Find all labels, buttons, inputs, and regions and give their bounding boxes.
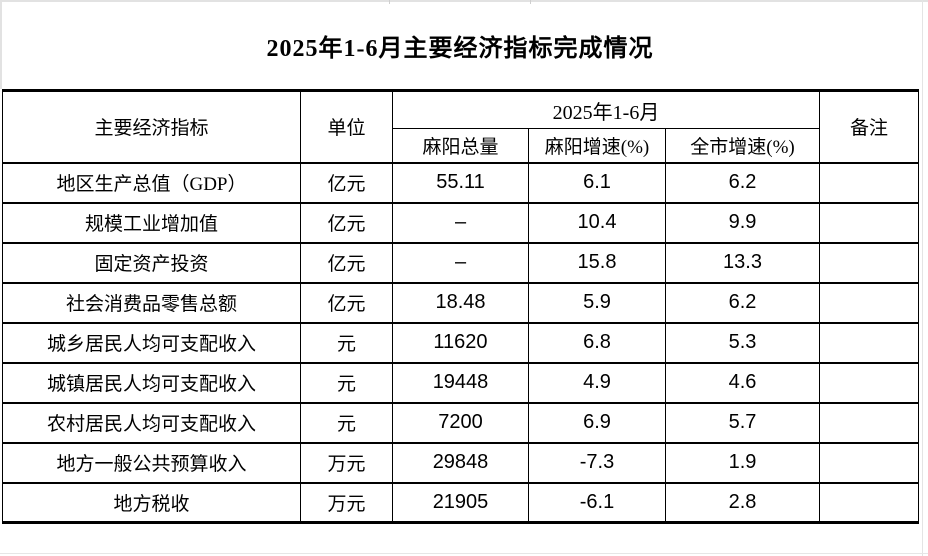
city-growth-cell[interactable]: 6.2 <box>665 161 820 204</box>
total-cell[interactable]: 29848 <box>392 441 529 484</box>
total-cell[interactable]: 19448 <box>392 361 529 404</box>
city-growth-cell[interactable]: 13.3 <box>665 241 820 284</box>
spreadsheet-gridline-stub <box>389 0 390 4</box>
header-remark[interactable]: 备注 <box>819 89 919 164</box>
unit-cell[interactable]: 亿元 <box>300 161 393 204</box>
local-growth-cell[interactable]: 6.1 <box>528 161 666 204</box>
header-city-growth[interactable]: 全市增速(%) <box>665 128 820 164</box>
city-growth-cell[interactable]: 1.9 <box>665 441 820 484</box>
remark-cell[interactable] <box>819 481 919 524</box>
indicator-cell[interactable]: 固定资产投资 <box>2 241 301 284</box>
city-growth-cell[interactable]: 5.3 <box>665 321 820 364</box>
local-growth-cell[interactable]: 5.9 <box>528 281 666 324</box>
local-growth-cell[interactable]: -7.3 <box>528 441 666 484</box>
table-row: 地方一般公共预算收入 万元 29848 -7.3 1.9 <box>2 441 919 484</box>
indicator-cell[interactable]: 地方一般公共预算收入 <box>2 441 301 484</box>
unit-cell[interactable]: 亿元 <box>300 281 393 324</box>
economic-indicators-table: 主要经济指标 单位 2025年1-6月 备注 麻阳总量 麻阳增速(%) 全市增速… <box>2 89 919 524</box>
local-growth-cell[interactable]: 10.4 <box>528 201 666 244</box>
city-growth-cell[interactable]: 6.2 <box>665 281 820 324</box>
total-cell[interactable]: 21905 <box>392 481 529 524</box>
remark-cell[interactable] <box>819 161 919 204</box>
header-mayang-total[interactable]: 麻阳总量 <box>392 128 529 164</box>
unit-cell[interactable]: 亿元 <box>300 241 393 284</box>
unit-cell[interactable]: 万元 <box>300 441 393 484</box>
table-row: 地方税收 万元 21905 -6.1 2.8 <box>2 481 919 524</box>
header-row-1: 主要经济指标 单位 2025年1-6月 备注 <box>2 89 919 164</box>
header-indicator[interactable]: 主要经济指标 <box>2 89 301 164</box>
local-growth-cell[interactable]: 4.9 <box>528 361 666 404</box>
remark-cell[interactable] <box>819 361 919 404</box>
indicator-cell[interactable]: 农村居民人均可支配收入 <box>2 401 301 444</box>
city-growth-cell[interactable]: 5.7 <box>665 401 820 444</box>
total-cell[interactable]: 7200 <box>392 401 529 444</box>
indicator-cell[interactable]: 地区生产总值（GDP） <box>2 161 301 204</box>
spreadsheet-gridline-left <box>0 2 2 89</box>
spreadsheet-gridline-right <box>922 0 923 556</box>
unit-cell[interactable]: 元 <box>300 321 393 364</box>
total-cell[interactable]: – <box>392 201 529 244</box>
remark-cell[interactable] <box>819 241 919 284</box>
table-title[interactable]: 2025年1-6月主要经济指标完成情况 <box>266 35 654 62</box>
table-row: 城镇居民人均可支配收入 元 19448 4.9 4.6 <box>2 361 919 404</box>
total-cell[interactable]: 11620 <box>392 321 529 364</box>
local-growth-cell[interactable]: 6.9 <box>528 401 666 444</box>
total-cell[interactable]: – <box>392 241 529 284</box>
total-cell[interactable]: 18.48 <box>392 281 529 324</box>
city-growth-cell[interactable]: 4.6 <box>665 361 820 404</box>
table-row: 规模工业增加值 亿元 – 10.4 9.9 <box>2 201 919 244</box>
unit-cell[interactable]: 万元 <box>300 481 393 524</box>
local-growth-cell[interactable]: 15.8 <box>528 241 666 284</box>
table-row: 固定资产投资 亿元 – 15.8 13.3 <box>2 241 919 284</box>
spreadsheet-gridline-stub <box>530 0 531 4</box>
header-unit[interactable]: 单位 <box>300 89 393 164</box>
spreadsheet-gridline-top <box>0 0 928 2</box>
remark-cell[interactable] <box>819 321 919 364</box>
unit-cell[interactable]: 元 <box>300 361 393 404</box>
total-cell[interactable]: 55.11 <box>392 161 529 204</box>
remark-cell[interactable] <box>819 281 919 324</box>
city-growth-cell[interactable]: 2.8 <box>665 481 820 524</box>
table-row: 地区生产总值（GDP） 亿元 55.11 6.1 6.2 <box>2 161 919 204</box>
indicator-cell[interactable]: 城镇居民人均可支配收入 <box>2 361 301 404</box>
header-mayang-growth[interactable]: 麻阳增速(%) <box>528 128 666 164</box>
remark-cell[interactable] <box>819 201 919 244</box>
indicator-cell[interactable]: 规模工业增加值 <box>2 201 301 244</box>
indicator-cell[interactable]: 地方税收 <box>2 481 301 524</box>
spreadsheet-gridline-bottom <box>0 553 928 554</box>
header-row-2: 麻阳总量 麻阳增速(%) 全市增速(%) <box>3 128 919 164</box>
remark-cell[interactable] <box>819 401 919 444</box>
table-row: 农村居民人均可支配收入 元 7200 6.9 5.7 <box>2 401 919 444</box>
indicator-cell[interactable]: 社会消费品零售总额 <box>2 281 301 324</box>
city-growth-cell[interactable]: 9.9 <box>665 201 820 244</box>
header-period-group[interactable]: 2025年1-6月 <box>392 89 820 129</box>
local-growth-cell[interactable]: 6.8 <box>528 321 666 364</box>
table-row: 城乡居民人均可支配收入 元 11620 6.8 5.3 <box>2 321 919 364</box>
table-row: 社会消费品零售总额 亿元 18.48 5.9 6.2 <box>2 281 919 324</box>
local-growth-cell[interactable]: -6.1 <box>528 481 666 524</box>
remark-cell[interactable] <box>819 441 919 484</box>
indicator-cell[interactable]: 城乡居民人均可支配收入 <box>2 321 301 364</box>
unit-cell[interactable]: 元 <box>300 401 393 444</box>
unit-cell[interactable]: 亿元 <box>300 201 393 244</box>
